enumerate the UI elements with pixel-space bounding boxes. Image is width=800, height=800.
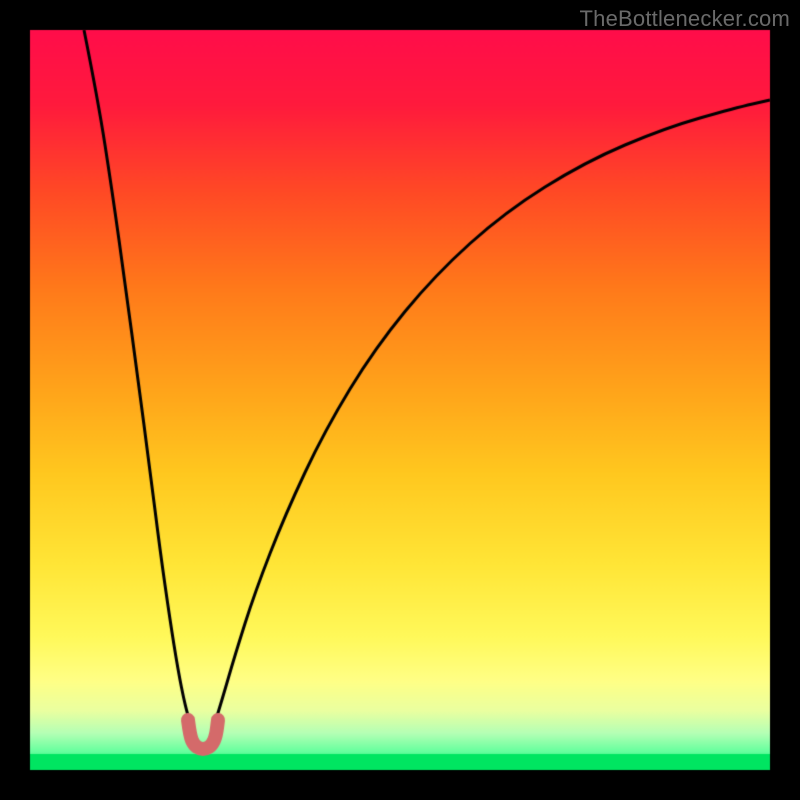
chart-stage: TheBottlenecker.com [0, 0, 800, 800]
bottleneck-curve-canvas [0, 0, 800, 800]
